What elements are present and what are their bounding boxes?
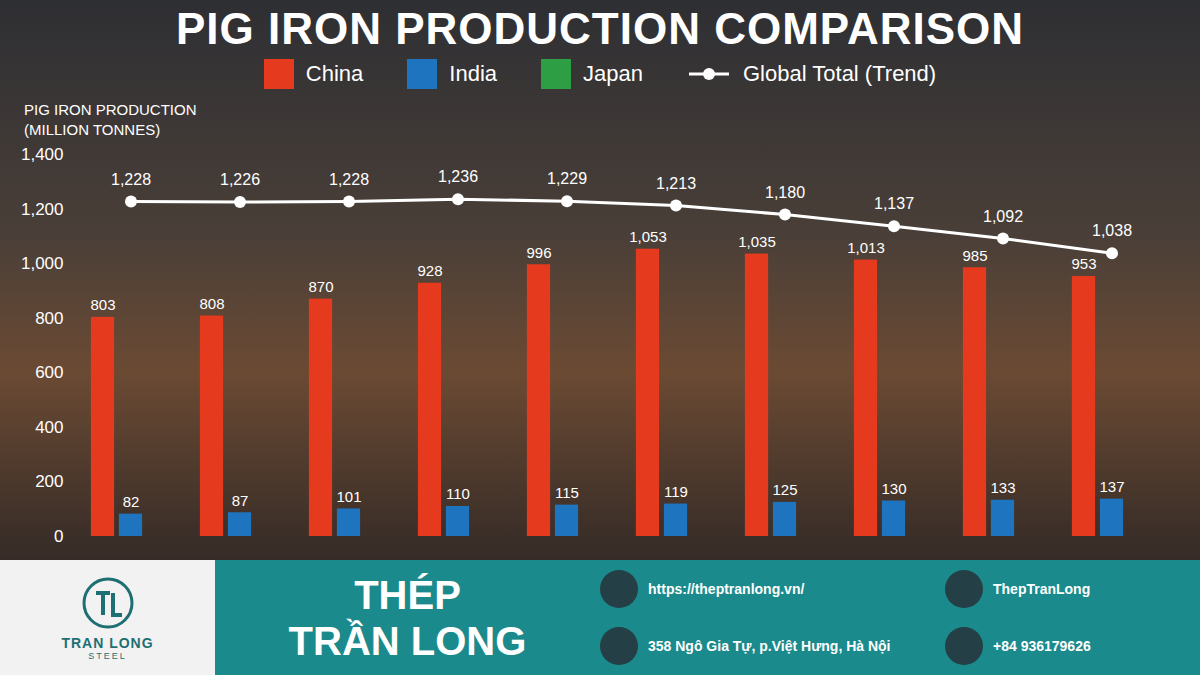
svg-text:928: 928 (417, 262, 442, 279)
svg-text:800: 800 (35, 309, 63, 328)
svg-text:1,137: 1,137 (874, 195, 914, 212)
svg-text:115: 115 (555, 484, 579, 501)
html-text:358 Ngô Gia Tự, p.Việt Hưng, H: 358 Ngô Gia Tự, p.Việt Hưng, Hà Nội (648, 637, 891, 654)
svg-text:200: 200 (35, 472, 63, 491)
html-text:Japan: Japan (583, 61, 643, 86)
svg-text:1,200: 1,200 (21, 200, 64, 219)
svg-text:119: 119 (664, 483, 688, 500)
svg-text:1,226: 1,226 (220, 171, 260, 188)
svg-text:101: 101 (336, 488, 361, 505)
html-text:https://theptranlong.vn/: https://theptranlong.vn/ (648, 580, 805, 597)
svg-text:110: 110 (446, 485, 470, 502)
svg-text:87: 87 (232, 492, 249, 509)
svg-text:1,035: 1,035 (738, 233, 776, 250)
svg-text:0: 0 (54, 527, 63, 546)
svg-text:133: 133 (990, 479, 1015, 496)
html-text:ThepTranLong: ThepTranLong (993, 580, 1091, 597)
svg-text:82: 82 (123, 493, 140, 510)
svg-text:137: 137 (1099, 478, 1124, 495)
svg-text:1,213: 1,213 (656, 175, 696, 192)
html-text:Global Total (Trend): Global Total (Trend) (743, 61, 937, 86)
svg-text:130: 130 (881, 480, 906, 497)
svg-text:1,053: 1,053 (629, 228, 667, 245)
svg-text:1,092: 1,092 (983, 208, 1023, 225)
html-text:TRAN LONG: TRAN LONG (61, 634, 154, 651)
html-text:+84 936179626: +84 936179626 (993, 637, 1091, 654)
svg-text:1,038: 1,038 (1092, 222, 1132, 239)
svg-text:953: 953 (1071, 255, 1096, 272)
svg-text:400: 400 (35, 418, 63, 437)
html-text:PIG IRON PRODUCTION COMPARISON: PIG IRON PRODUCTION COMPARISON (175, 4, 1024, 53)
svg-text:1,236: 1,236 (438, 168, 478, 185)
svg-text:803: 803 (90, 296, 115, 313)
svg-text:870: 870 (308, 278, 333, 295)
svg-text:1,180: 1,180 (765, 184, 805, 201)
html-text:THÉP: THÉP (354, 572, 461, 617)
svg-text:1,013: 1,013 (847, 239, 885, 256)
html-text:STEEL: STEEL (88, 650, 127, 661)
html-text:India: India (449, 61, 497, 86)
html-text:China: China (305, 61, 364, 86)
svg-text:1,229: 1,229 (547, 170, 587, 187)
svg-text:996: 996 (526, 244, 551, 261)
svg-text:1,228: 1,228 (111, 171, 151, 188)
svg-text:1,400: 1,400 (21, 145, 64, 164)
svg-text:1,228: 1,228 (329, 171, 369, 188)
svg-text:1,000: 1,000 (21, 254, 64, 273)
svg-text:985: 985 (962, 247, 987, 264)
svg-text:600: 600 (35, 363, 63, 382)
html-text:TRẦN LONG: TRẦN LONG (288, 618, 527, 663)
svg-text:125: 125 (772, 481, 797, 498)
html-text:PIG IRON PRODUCTION (MILLION T: PIG IRON PRODUCTION (MILLION TONNES) (24, 101, 197, 138)
svg-text:808: 808 (199, 295, 224, 312)
